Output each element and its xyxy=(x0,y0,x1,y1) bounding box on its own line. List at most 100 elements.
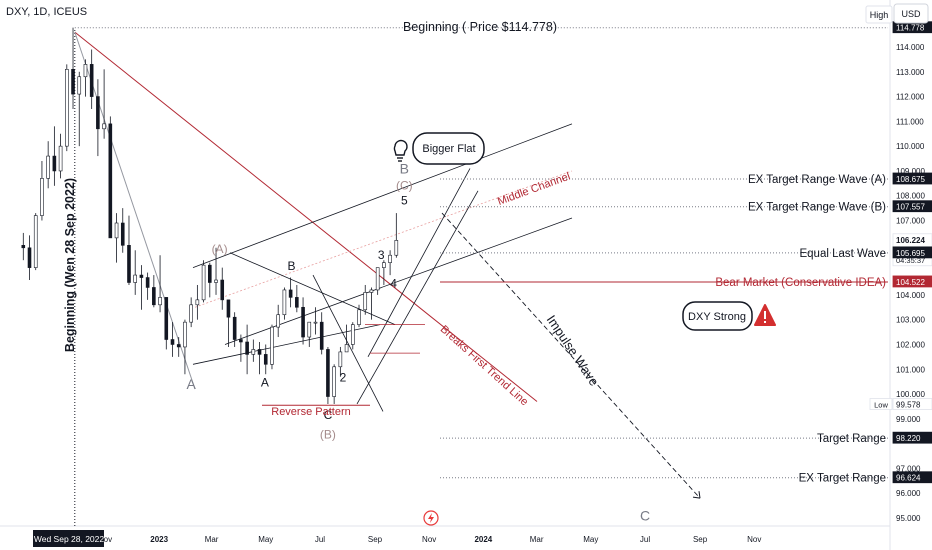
price-axis[interactable] xyxy=(890,0,932,550)
candle-body-7 xyxy=(65,69,69,147)
price-label-6: 99.578 xyxy=(896,401,921,410)
wedge-line-upper xyxy=(229,252,396,326)
candle-body-4 xyxy=(46,155,50,179)
candle-body-44 xyxy=(295,297,299,308)
price-tick-12: 100.000 xyxy=(896,390,925,399)
candle-body-17 xyxy=(127,245,131,283)
scale-mode-button[interactable] xyxy=(865,5,893,24)
candle-body-1 xyxy=(27,247,32,268)
candle-body-36 xyxy=(245,341,249,355)
price-tick-7: 107.000 xyxy=(896,217,925,226)
candle-body-30 xyxy=(208,264,212,283)
currency-button[interactable] xyxy=(893,3,929,24)
price-label-box-2 xyxy=(892,200,932,213)
crosshair-date-label: Wed Sep 28, 2022 xyxy=(34,534,105,544)
drawings-layer xyxy=(74,27,888,526)
price-label-box-8 xyxy=(892,471,932,484)
candle-body-45 xyxy=(301,306,305,338)
candle-body-12 xyxy=(96,96,100,130)
price-label-box-7 xyxy=(892,431,932,444)
candle-body-57 xyxy=(375,267,380,291)
candle-body-47 xyxy=(313,321,318,324)
candle-body-54 xyxy=(357,309,361,325)
price-label-3: 106.224 xyxy=(896,236,925,245)
lightbulb-icon xyxy=(393,139,408,162)
wave-label-8: 4 xyxy=(390,276,397,290)
candle-body-9 xyxy=(77,76,82,95)
candle-body-6 xyxy=(58,145,63,172)
wave-label-3: B xyxy=(288,259,296,273)
wave-label-10: (C) xyxy=(396,179,413,193)
candle-body-8 xyxy=(71,69,75,95)
wave-label-9: 5 xyxy=(401,193,408,207)
price-ticks-layer: 114.000 113.000 112.000 111.000 110.000 109.0… xyxy=(896,43,925,523)
impulse-wave-arrow xyxy=(441,212,701,499)
impulse-channel-a xyxy=(356,190,479,405)
symbol-title: DXY, 1D, ICEUS xyxy=(6,6,87,18)
wave-labels-layer: A (A) A B C (B) 2 34 5(C) B C xyxy=(186,160,650,523)
candle-body-18 xyxy=(133,274,137,283)
time-tick-2: Mar xyxy=(205,535,219,544)
right-label-5: EX Target Range xyxy=(799,473,886,485)
candle-body-27 xyxy=(189,304,193,323)
dxy-strong-box xyxy=(682,301,753,331)
candle-body-41 xyxy=(276,314,280,328)
bigger-flat-label: Bigger Flat xyxy=(422,143,475,155)
candle-body-42 xyxy=(282,289,287,316)
candle-body-34 xyxy=(232,316,237,340)
price-tick-3: 111.000 xyxy=(896,117,924,126)
wave-label-5: (B) xyxy=(320,428,336,442)
middle-channel-label: Middle Channel xyxy=(496,170,572,207)
candle-body-52 xyxy=(344,344,349,353)
candles-layer xyxy=(21,27,399,404)
candle-body-22 xyxy=(158,297,162,306)
right-label-0: EX Target Range Wave (A) xyxy=(748,174,886,186)
price-tick-9: 103.000 xyxy=(896,316,925,325)
price-labels-layer: 114.778108.675107.557106.224-0.42%04:35:… xyxy=(869,21,932,484)
right-label-1: EX Target Range Wave (B) xyxy=(748,202,886,214)
scale-mode-label: High xyxy=(870,10,889,20)
currency-label: USD xyxy=(901,9,921,19)
right-label-3: Bear Market (Conservative IDEA) xyxy=(715,277,886,289)
time-tick-1: 2023 xyxy=(150,535,168,544)
price-label-5: 104.522 xyxy=(896,278,925,287)
headline-annotation: Beginning ( Price $114.778) xyxy=(403,20,557,34)
price-tick-8: 104.000 xyxy=(896,291,925,300)
candle-body-2 xyxy=(33,215,38,268)
beginning-rotated-label: Beginning (Wen 28 Sep 2022) xyxy=(63,178,77,352)
replay-bolt-icon[interactable] xyxy=(423,510,439,526)
wave-label-4: C xyxy=(324,408,333,422)
price-label-box-6 xyxy=(892,398,932,410)
candle-body-48 xyxy=(319,321,324,350)
price-tick-14: 97.000 xyxy=(896,464,921,473)
right-labels-layer: EX Target Range Wave (A) EX Target Range … xyxy=(715,174,886,485)
candle-body-35 xyxy=(239,339,243,343)
crosshair-date-box xyxy=(33,530,104,547)
wedge-line-c xyxy=(312,274,384,412)
channel-lower xyxy=(224,217,573,345)
time-tick-9: May xyxy=(583,535,598,544)
right-label-2: Equal Last Wave xyxy=(799,248,886,260)
breaks-trend-label: Breaks First Trend Line xyxy=(438,323,531,408)
candle-body-10 xyxy=(83,64,88,78)
wave-label-6: 2 xyxy=(340,371,347,385)
wave-label-2: A xyxy=(261,376,269,390)
price-label-box-4 xyxy=(892,246,932,259)
warning-icon xyxy=(754,304,776,326)
price-label-1: 108.675 xyxy=(896,175,925,184)
wave-label-11: B xyxy=(400,160,409,176)
price-label-tag-6: Low xyxy=(874,401,888,410)
price-label-2: 107.557 xyxy=(896,203,925,212)
channel-middle xyxy=(194,170,573,308)
wave-label-7: 3 xyxy=(378,248,385,262)
impulse-channel-b xyxy=(367,168,471,358)
candle-body-13 xyxy=(102,123,106,130)
candle-body-5 xyxy=(52,155,57,172)
candle-body-49 xyxy=(326,349,330,397)
price-tick-10: 102.000 xyxy=(896,340,925,349)
price-label-box-5 xyxy=(892,275,932,288)
price-tick-4: 110.000 xyxy=(896,142,925,151)
candle-body-56 xyxy=(369,289,374,293)
candle-body-38 xyxy=(257,349,262,355)
